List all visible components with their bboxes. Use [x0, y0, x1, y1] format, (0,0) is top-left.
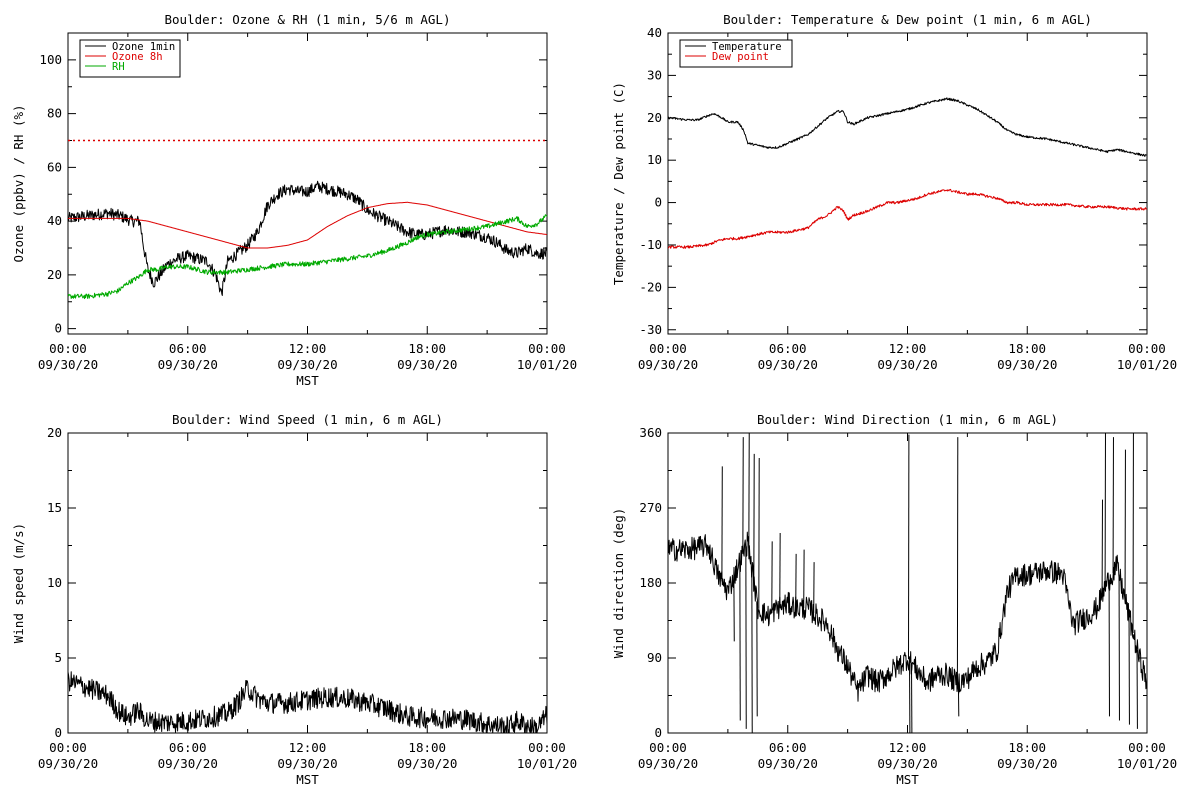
temperature-dewpoint-x-tick-label: 09/30/20: [758, 357, 818, 372]
wind-direction-title: Boulder: Wind Direction (1 min, 6 m AGL): [757, 412, 1058, 427]
temperature-dewpoint-legend-label: Dew point: [712, 51, 769, 63]
wind-direction-y-tick-label: 360: [639, 425, 662, 440]
wind-speed-x-axis-label: MST: [296, 772, 319, 787]
wind-direction-x-tick-label: 09/30/20: [638, 756, 698, 771]
wind-speed-y-tick-label: 20: [47, 425, 62, 440]
temperature-dewpoint-x-tick-label: 09/30/20: [877, 357, 937, 372]
temperature-dewpoint-x-tick-label: 00:00: [1128, 341, 1166, 356]
wind-speed-x-tick-label: 09/30/20: [38, 756, 98, 771]
wind-direction-x-tick-label: 00:00: [649, 740, 687, 755]
wind-direction-y-tick-label: 180: [639, 575, 662, 590]
temperature-dewpoint-y-tick-label: 0: [654, 195, 662, 210]
wind-direction-series-line-1: [668, 531, 1147, 702]
wind-direction-x-tick-label: 09/30/20: [758, 756, 818, 771]
temperature-dewpoint-y-tick-label: -10: [639, 237, 662, 252]
wind-speed-x-tick-label: 09/30/20: [397, 756, 457, 771]
ozone-rh-y-tick-label: 80: [47, 106, 62, 121]
temperature-dewpoint-x-tick-label: 09/30/20: [638, 357, 698, 372]
ozone-rh-legend-label: Ozone 1min: [112, 41, 175, 53]
ozone-rh-panel: Boulder: Ozone & RH (1 min, 5/6 m AGL) O…: [11, 12, 577, 388]
wind-speed-x-tick-label: 10/01/20: [517, 756, 577, 771]
ozone-rh-y-axis-label: Ozone (ppbv) / RH (%): [11, 104, 26, 262]
wind-speed-x-tick-label: 09/30/20: [158, 756, 218, 771]
temperature-dewpoint-plot-frame: [667, 32, 1148, 335]
ozone-rh-x-tick-label: 12:00: [289, 341, 327, 356]
ozone-rh-legend-label: RH: [112, 61, 125, 73]
ozone-rh-series-line-3: [68, 214, 547, 300]
wind-direction-y-tick-label: 0: [654, 725, 662, 740]
ozone-rh-y-tick-label: 0: [54, 321, 62, 336]
temperature-dewpoint-x-tick-label: 18:00: [1008, 341, 1046, 356]
ozone-rh-legend-label: Ozone 8h: [112, 51, 163, 63]
wind-direction-x-tick-label: 12:00: [889, 740, 927, 755]
wind-speed-y-tick-label: 10: [47, 575, 62, 590]
wind-speed-y-tick-label: 0: [54, 725, 62, 740]
temperature-dewpoint-y-tick-label: 30: [647, 67, 662, 82]
ozone-rh-x-tick-label: 06:00: [169, 341, 207, 356]
ozone-rh-y-tick-label: 40: [47, 213, 62, 228]
wind-speed-x-tick-label: 18:00: [408, 740, 446, 755]
wind-speed-panel: Boulder: Wind Speed (1 min, 6 m AGL) Win…: [11, 412, 577, 787]
ozone-rh-x-tick-label: 00:00: [49, 341, 87, 356]
ozone-rh-x-tick-label: 00:00: [528, 341, 566, 356]
ozone-rh-x-tick-label: 09/30/20: [277, 357, 337, 372]
temperature-dewpoint-x-tick-label: 12:00: [889, 341, 927, 356]
wind-speed-x-tick-label: 06:00: [169, 740, 207, 755]
wind-speed-y-tick-label: 15: [47, 500, 62, 515]
ozone-rh-x-axis-label: MST: [296, 373, 319, 388]
wind-direction-y-tick-label: 90: [647, 650, 662, 665]
wind-speed-plot-frame: [67, 432, 548, 734]
ozone-rh-title: Boulder: Ozone & RH (1 min, 5/6 m AGL): [165, 12, 451, 27]
wind-direction-x-tick-label: 00:00: [1128, 740, 1166, 755]
temperature-dewpoint-series-line-2: [668, 188, 1147, 249]
temperature-dewpoint-y-tick-label: -20: [639, 279, 662, 294]
ozone-rh-x-tick-label: 09/30/20: [397, 357, 457, 372]
wind-direction-y-axis-label: Wind direction (deg): [611, 508, 626, 659]
wind-direction-x-tick-label: 06:00: [769, 740, 807, 755]
wind-speed-x-tick-label: 12:00: [289, 740, 327, 755]
temperature-dewpoint-x-tick-label: 09/30/20: [997, 357, 1057, 372]
temperature-dewpoint-x-tick-label: 10/01/20: [1117, 357, 1177, 372]
wind-direction-y-tick-label: 270: [639, 500, 662, 515]
temperature-dewpoint-y-tick-label: 10: [647, 152, 662, 167]
ozone-rh-plot-frame: [67, 32, 548, 335]
wind-direction-x-tick-label: 09/30/20: [997, 756, 1057, 771]
temperature-dewpoint-panel: Boulder: Temperature & Dew point (1 min,…: [611, 12, 1177, 372]
temperature-dewpoint-y-tick-label: 40: [647, 25, 662, 40]
ozone-rh-x-tick-label: 09/30/20: [158, 357, 218, 372]
wind-speed-y-tick-label: 5: [54, 650, 62, 665]
temperature-dewpoint-legend-label: Temperature: [712, 41, 782, 53]
ozone-rh-x-tick-label: 18:00: [408, 341, 446, 356]
wind-speed-title: Boulder: Wind Speed (1 min, 6 m AGL): [172, 412, 443, 427]
temperature-dewpoint-legend: [679, 39, 793, 68]
temperature-dewpoint-title: Boulder: Temperature & Dew point (1 min,…: [723, 12, 1092, 27]
wind-direction-x-tick-label: 18:00: [1008, 740, 1046, 755]
temperature-dewpoint-x-tick-label: 06:00: [769, 341, 807, 356]
temperature-dewpoint-y-tick-label: 20: [647, 110, 662, 125]
wind-speed-y-axis-label: Wind speed (m/s): [11, 523, 26, 643]
wind-direction-x-axis-label: MST: [896, 772, 919, 787]
ozone-rh-y-tick-label: 20: [47, 267, 62, 282]
ozone-rh-y-tick-label: 100: [39, 52, 62, 67]
temperature-dewpoint-y-tick-label: -30: [639, 322, 662, 337]
wind-speed-x-tick-label: 00:00: [49, 740, 87, 755]
wind-speed-x-tick-label: 09/30/20: [277, 756, 337, 771]
wind-direction-x-tick-label: 09/30/20: [877, 756, 937, 771]
ozone-rh-y-tick-label: 60: [47, 159, 62, 174]
wind-direction-x-tick-label: 10/01/20: [1117, 756, 1177, 771]
temperature-dewpoint-y-axis-label: Temperature / Dew point (C): [611, 82, 626, 285]
wind-speed-x-tick-label: 00:00: [528, 740, 566, 755]
ozone-rh-x-tick-label: 10/01/20: [517, 357, 577, 372]
ozone-rh-series-line-1: [68, 180, 547, 296]
wind-speed-series-line-1: [68, 671, 547, 733]
temperature-dewpoint-x-tick-label: 00:00: [649, 341, 687, 356]
ozone-rh-x-tick-label: 09/30/20: [38, 357, 98, 372]
temperature-dewpoint-series-line-1: [668, 97, 1147, 157]
wind-direction-panel: Boulder: Wind Direction (1 min, 6 m AGL)…: [611, 412, 1177, 787]
ozone-rh-series-line-2: [68, 201, 547, 249]
